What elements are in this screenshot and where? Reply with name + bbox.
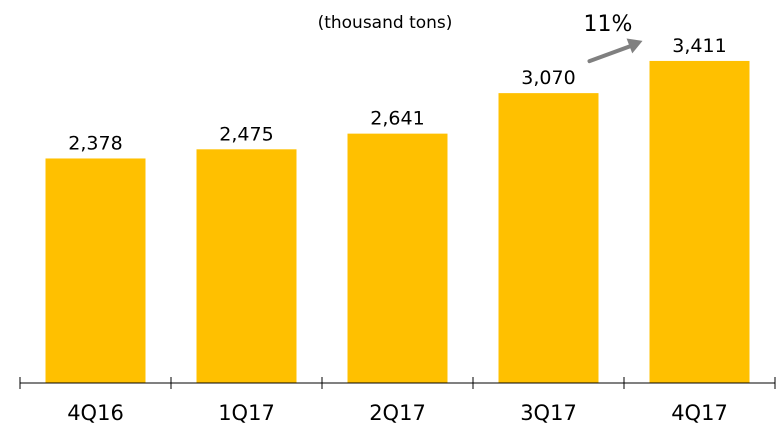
x-tick-label-2q17: 2Q17	[369, 401, 426, 425]
x-tick-label-4q17: 4Q17	[671, 401, 728, 425]
bar-3q17	[498, 93, 599, 383]
bars-group	[45, 60, 750, 383]
x-tick-label-1q17: 1Q17	[218, 401, 275, 425]
bar-4q17	[649, 60, 750, 383]
x-tick-label-3q17: 3Q17	[520, 401, 577, 425]
value-label-3q17: 3,070	[521, 67, 575, 89]
bar-4q16	[45, 158, 146, 383]
x-tick-labels-group: 4Q16 1Q17 2Q17 3Q17 4Q17	[67, 401, 728, 425]
value-label-4q16: 2,378	[68, 132, 122, 154]
bar-2q17	[347, 133, 448, 383]
growth-annotation: 11%	[584, 12, 643, 64]
unit-label: (thousand tons)	[318, 13, 453, 33]
value-label-1q17: 2,475	[219, 123, 273, 145]
x-axis	[19, 377, 776, 389]
bar-1q17	[196, 149, 297, 383]
growth-arrow-shaft	[587, 41, 639, 64]
value-label-4q17: 3,411	[672, 35, 726, 57]
value-labels-group: 2,378 2,475 2,641 3,070 3,411	[68, 35, 726, 155]
x-tick-label-4q16: 4Q16	[67, 401, 124, 425]
growth-percent-label: 11%	[584, 12, 633, 37]
value-label-2q17: 2,641	[370, 108, 424, 130]
growth-arrow-head	[626, 38, 643, 54]
